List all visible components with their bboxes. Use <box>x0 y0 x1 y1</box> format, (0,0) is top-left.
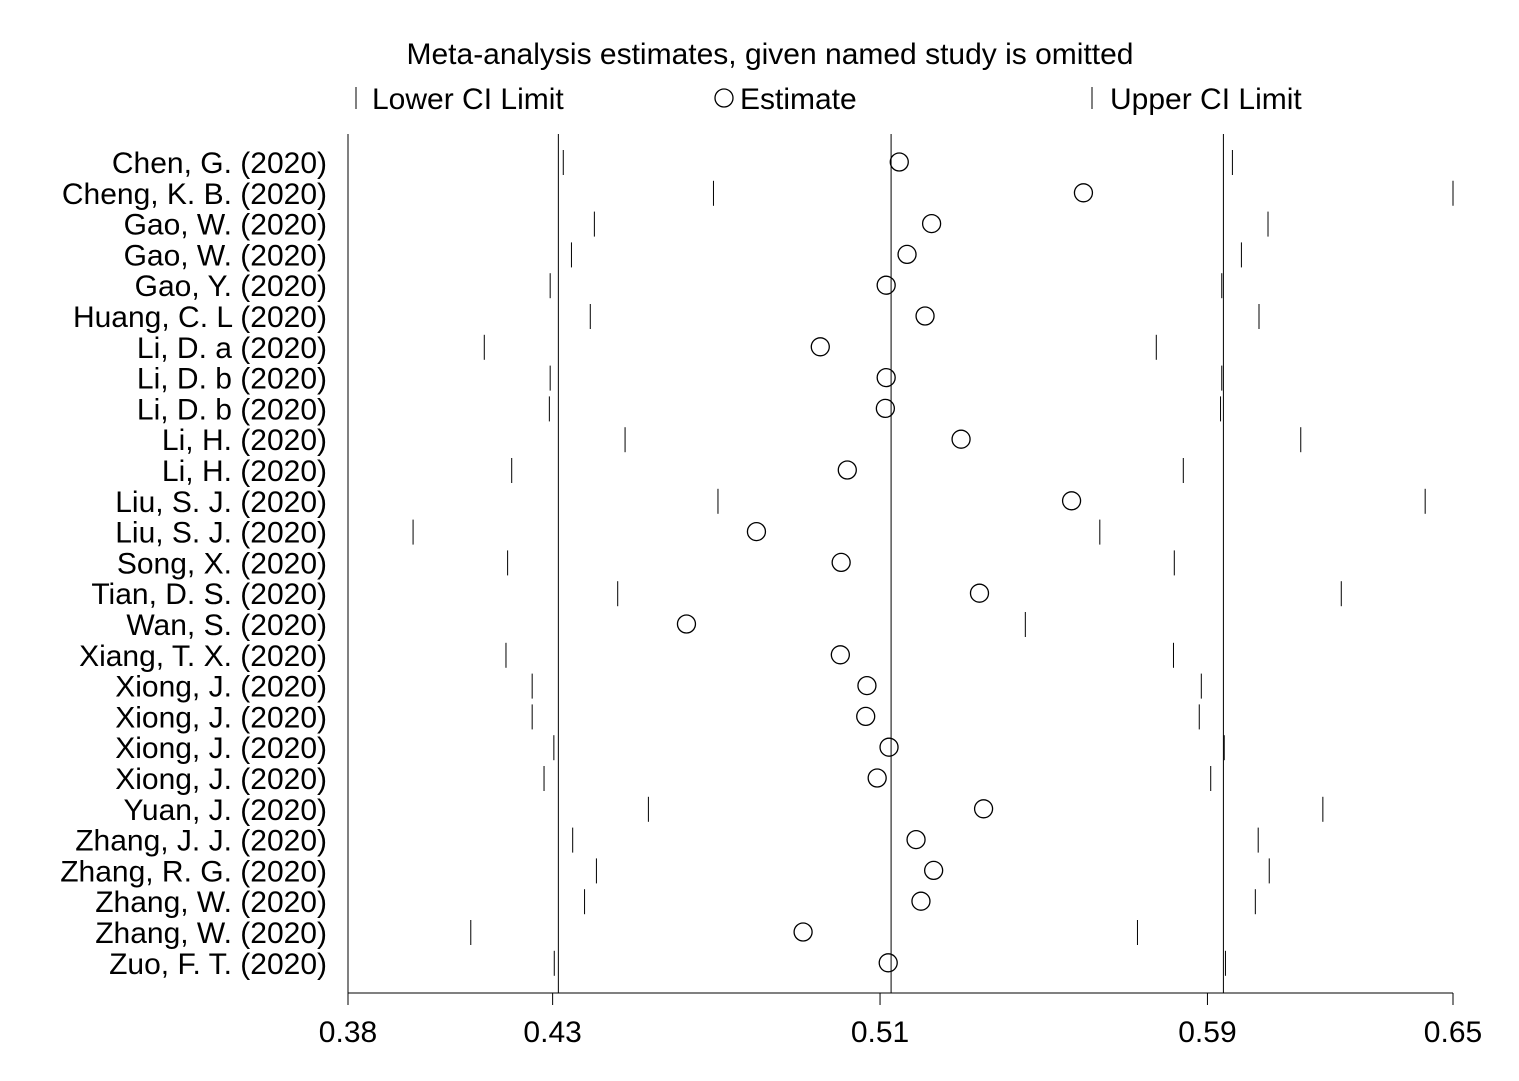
study-label-27: Zuo, F. T. (2020) <box>109 948 327 981</box>
estimate-point-8 <box>876 367 896 388</box>
study-label-8: Li, D. b (2020) <box>137 363 327 396</box>
estimate-point-23 <box>906 829 926 850</box>
estimate-point-5 <box>876 275 896 295</box>
estimate-point-10 <box>951 429 971 449</box>
study-label-23: Zhang, J. J. (2020) <box>75 825 327 858</box>
estimate-point-15 <box>969 583 990 603</box>
x-tick-label-5: 0.65 <box>1424 1016 1482 1049</box>
study-label-18: Xiong, J. (2020) <box>115 671 327 704</box>
study-label-24: Zhang, R. G. (2020) <box>60 855 327 888</box>
estimate-point-7 <box>810 337 830 357</box>
study-label-6: Huang, C. L (2020) <box>73 301 327 334</box>
estimate-point-25 <box>911 891 931 911</box>
estimate-point-22 <box>973 799 994 819</box>
x-tick-label-3: 0.51 <box>851 1016 909 1049</box>
study-label-7: Li, D. a (2020) <box>137 332 327 365</box>
legend: Lower CI Limit Estimate Upper CI Limit <box>355 83 1302 116</box>
estimate-point-27 <box>878 953 898 973</box>
study-label-26: Zhang, W. (2020) <box>95 917 327 950</box>
study-label-4: Gao, W. (2020) <box>124 239 327 272</box>
estimate-point-6 <box>915 306 935 326</box>
estimate-point-1 <box>889 152 909 172</box>
study-label-10: Li, H. (2020) <box>162 424 327 457</box>
estimate-point-11 <box>837 460 857 480</box>
estimate-point-4 <box>897 244 917 265</box>
estimate-point-26 <box>793 922 813 942</box>
study-label-5: Gao, Y. (2020) <box>135 270 327 303</box>
study-label-15: Tian, D. S. (2020) <box>91 578 327 611</box>
estimate-point-21 <box>867 768 887 788</box>
study-label-22: Yuan, J. (2020) <box>124 794 327 827</box>
estimate-point-2 <box>1073 183 1094 203</box>
chart-title: Meta-analysis estimates, given named stu… <box>407 38 1134 71</box>
study-label-13: Liu, S. J. (2020) <box>115 517 327 550</box>
study-label-17: Xiang, T. X. (2020) <box>79 640 327 673</box>
study-label-19: Xiong, J. (2020) <box>115 701 327 734</box>
estimate-point-12 <box>1061 491 1082 511</box>
study-label-2: Cheng, K. B. (2020) <box>62 178 327 211</box>
study-label-11: Li, H. (2020) <box>162 455 327 488</box>
legend-upper-label: Upper CI Limit <box>1110 83 1302 116</box>
estimate-point-9 <box>875 398 896 419</box>
legend-estimate-marker <box>714 88 734 108</box>
study-label-14: Song, X. (2020) <box>117 547 327 580</box>
plot-area: 0.38 0.43 0.51 0.59 0.65 Chen, G. (2020)Cheng… <box>60 134 1482 1049</box>
legend-lower-label: Lower CI Limit <box>372 83 564 116</box>
estimate-point-17 <box>830 645 850 665</box>
study-label-1: Chen, G. (2020) <box>112 147 327 180</box>
study-label-21: Xiong, J. (2020) <box>115 763 327 796</box>
estimate-point-24 <box>924 860 944 881</box>
study-label-3: Gao, W. (2020) <box>124 209 327 242</box>
estimate-point-16 <box>676 614 697 634</box>
estimate-point-13 <box>746 521 767 542</box>
study-label-9: Li, D. b (2020) <box>137 393 327 426</box>
study-label-20: Xiong, J. (2020) <box>115 732 327 765</box>
estimate-point-20 <box>879 737 899 757</box>
estimate-point-18 <box>857 675 877 696</box>
estimate-point-3 <box>921 213 942 234</box>
study-label-16: Wan, S. (2020) <box>126 609 327 642</box>
legend-estimate-label: Estimate <box>740 83 857 116</box>
estimate-point-14 <box>831 552 851 573</box>
study-label-12: Liu, S. J. (2020) <box>115 486 327 519</box>
x-tick-label-4: 0.59 <box>1178 1016 1236 1049</box>
study-label-25: Zhang, W. (2020) <box>95 886 327 919</box>
x-tick-label-2: 0.43 <box>523 1016 581 1049</box>
estimate-point-19 <box>856 706 876 727</box>
x-tick-label-1: 0.38 <box>319 1016 377 1049</box>
